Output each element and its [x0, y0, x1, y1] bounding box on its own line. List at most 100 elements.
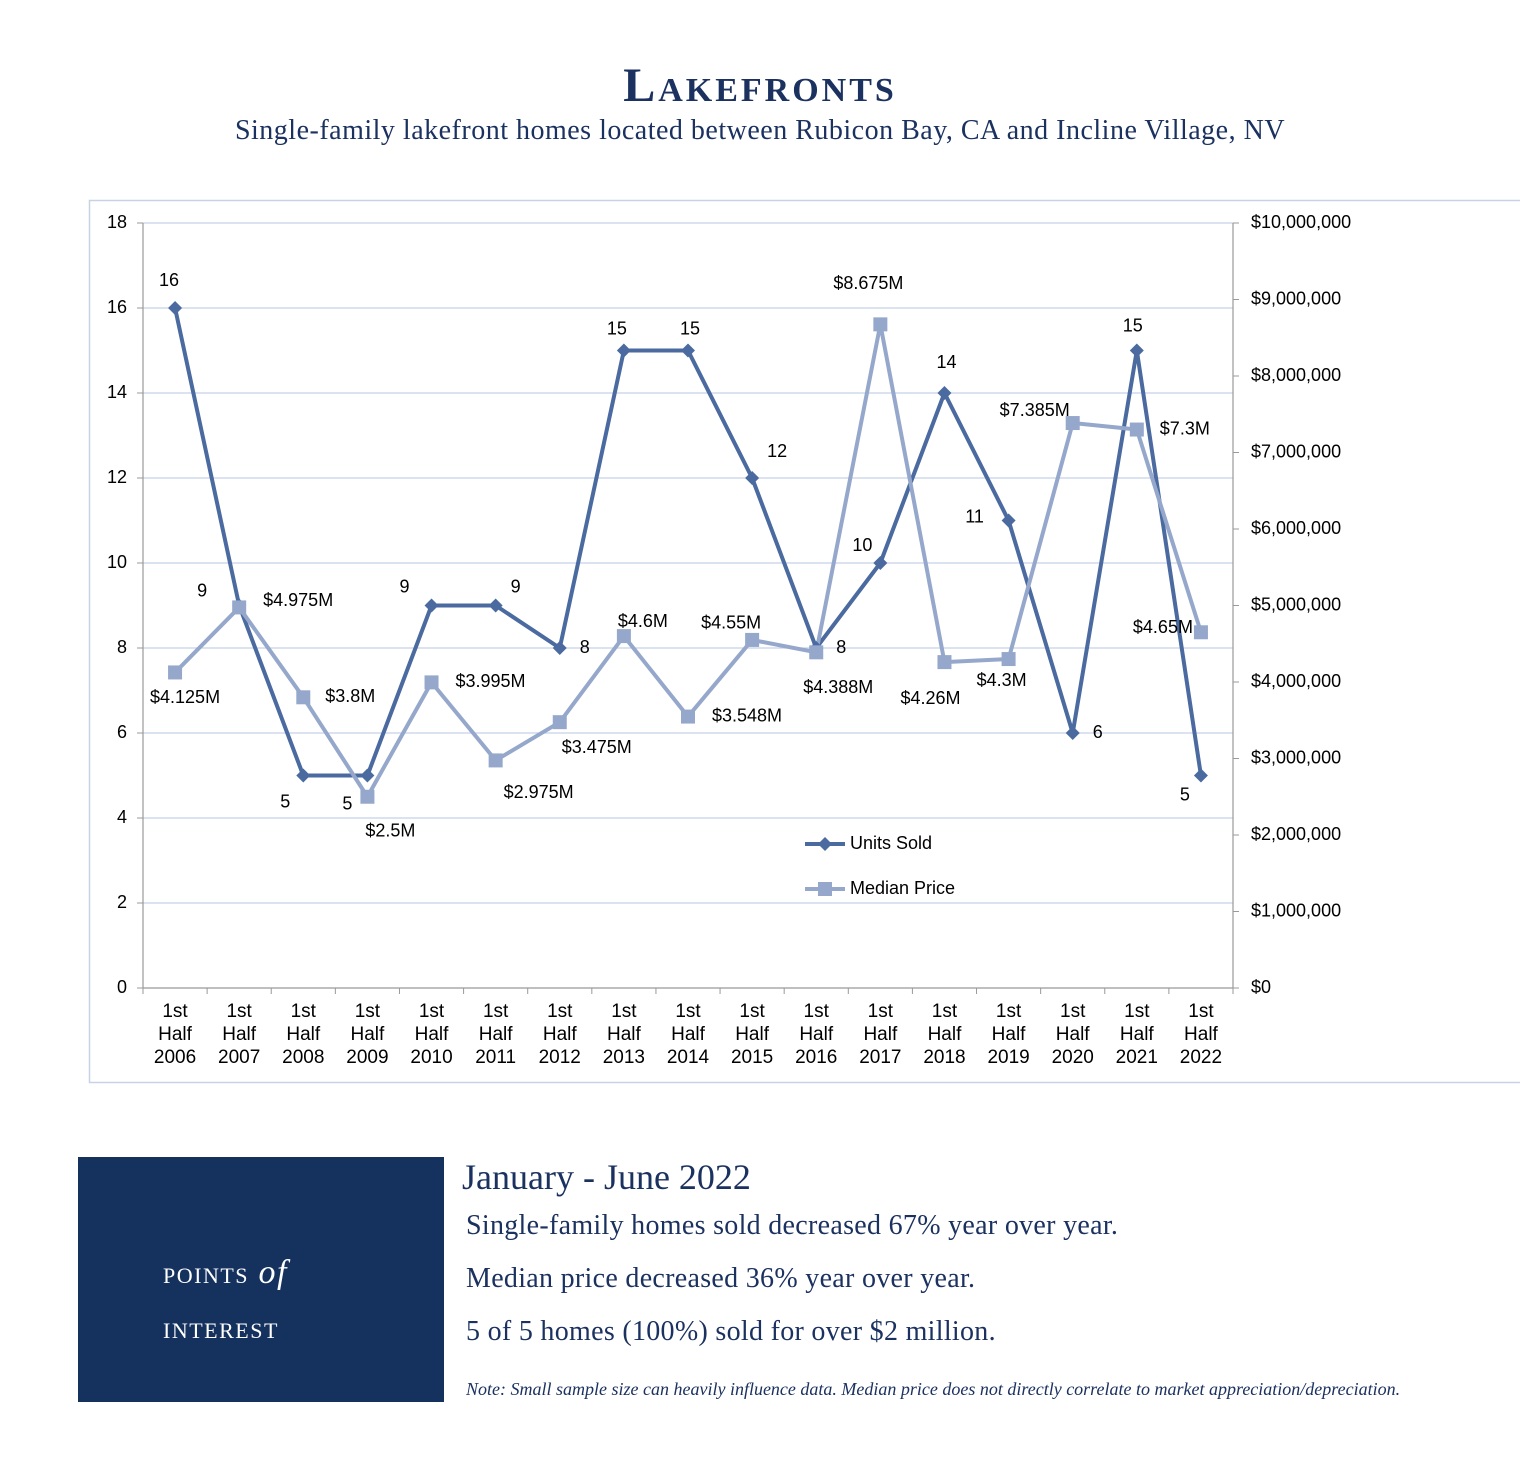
data-label: 16	[159, 270, 179, 290]
data-point	[488, 598, 503, 613]
data-point	[424, 675, 439, 690]
data-label: $7.385M	[1000, 400, 1070, 420]
data-label: 5	[342, 793, 352, 813]
data-point	[296, 768, 311, 783]
points-label: points of interest	[163, 1245, 288, 1354]
x-tick-label: 1st Half 2011	[475, 1001, 517, 1068]
label-word: points	[163, 1254, 250, 1290]
data-point	[488, 753, 503, 768]
x-tick-label: 1st Half 2008	[282, 1001, 325, 1068]
data-label: $2.5M	[365, 821, 415, 841]
data-label: 5	[1180, 784, 1190, 804]
point-item: Median price decreased 36% year over yea…	[466, 1263, 976, 1294]
y-tick-label: 4	[117, 807, 127, 827]
x-tick-label: 1st Half 2017	[859, 1001, 902, 1068]
data-label: $4.125M	[150, 687, 220, 707]
data-label: $3.995M	[455, 671, 525, 691]
y2-tick-label: $4,000,000	[1251, 671, 1341, 691]
data-label: 8	[836, 637, 846, 657]
point-item: 5 of 5 homes (100%) sold for over $2 mil…	[466, 1316, 996, 1347]
y-tick-label: 6	[117, 722, 127, 742]
data-point	[937, 386, 952, 400]
y-tick-label: 8	[117, 637, 127, 657]
data-label: 15	[607, 318, 627, 338]
y2-tick-label: $0	[1251, 977, 1271, 997]
points-box	[78, 1157, 444, 1402]
x-tick-label: 1st Half 2007	[218, 1001, 261, 1068]
data-point	[552, 641, 567, 655]
legend-marker	[818, 882, 832, 896]
y2-tick-label: $8,000,000	[1251, 365, 1341, 385]
y-tick-label: 0	[117, 977, 127, 997]
data-label: $4.388M	[803, 677, 873, 697]
data-point	[168, 301, 183, 315]
y2-tick-label: $7,000,000	[1251, 441, 1341, 461]
y2-tick-label: $5,000,000	[1251, 594, 1341, 614]
data-point	[1129, 422, 1144, 437]
data-point	[873, 556, 888, 570]
y2-tick-label: $3,000,000	[1251, 747, 1341, 767]
data-point	[1129, 343, 1144, 358]
data-point	[1193, 768, 1208, 783]
data-point	[168, 665, 183, 680]
point-item: Single-family homes sold decreased 67% y…	[466, 1210, 1119, 1241]
subtitle: Single-family lakefront homes located be…	[234, 115, 1286, 146]
data-point	[1001, 513, 1016, 528]
series-line	[173, 322, 1203, 799]
data-point	[745, 471, 760, 485]
data-label: 9	[400, 576, 410, 596]
data-label: 11	[965, 506, 984, 526]
legend-marker	[818, 837, 832, 851]
data-point	[745, 632, 760, 647]
data-label: $4.975M	[263, 590, 333, 610]
y-tick-label: 14	[107, 382, 127, 402]
data-label: $3.548M	[712, 705, 782, 725]
data-label: 8	[580, 637, 590, 657]
points-heading: January - June 2022	[462, 1157, 751, 1197]
chart: 0 2 4 6 8 10 12 14 16 18 $0 $1,000,000 $2,000,000 $3,…	[88, 199, 1520, 1084]
legend-label: Median Price	[850, 878, 955, 898]
data-label: 6	[1093, 722, 1103, 742]
data-point	[873, 317, 888, 332]
data-label: 15	[680, 318, 700, 338]
data-point	[616, 629, 631, 644]
x-tick-label: 1st Half 2015	[730, 1001, 774, 1068]
data-label: $2.975M	[504, 782, 574, 802]
x-tick-label: 1st Half 2012	[538, 1001, 581, 1068]
data-point	[681, 709, 695, 724]
label-word: interest	[163, 1309, 279, 1345]
data-point	[296, 690, 311, 705]
x-tick-label: 1st Half 2022	[1179, 1001, 1223, 1068]
data-label: 10	[852, 535, 872, 555]
data-point	[1193, 625, 1208, 640]
x-tick-label: 1st Half 2014	[666, 1001, 710, 1068]
data-point	[616, 343, 631, 358]
data-point	[232, 600, 247, 615]
data-point	[360, 789, 375, 804]
y-tick-label: 10	[107, 552, 127, 572]
data-label: $3.8M	[325, 686, 375, 706]
data-label: 15	[1123, 315, 1143, 335]
data-label: 5	[280, 791, 290, 811]
x-tick-label: 1st Half 2006	[153, 1001, 197, 1068]
x-tick-label: 1st Half 2010	[410, 1001, 453, 1068]
data-point	[424, 598, 439, 613]
legend-label: Units Sold	[850, 833, 932, 853]
data-point	[1065, 726, 1080, 740]
data-point	[1001, 652, 1016, 667]
data-point	[360, 768, 375, 783]
data-label: $8.675M	[833, 273, 903, 293]
note: Note: Small sample size can heavily infl…	[466, 1379, 1401, 1399]
x-tick-label: 1st Half 2021	[1115, 1001, 1158, 1068]
data-label: $4.6M	[618, 611, 668, 631]
data-point	[937, 655, 952, 670]
data-point	[681, 343, 695, 358]
data-label: $4.26M	[900, 688, 960, 708]
data-label: 14	[936, 352, 956, 372]
y2-tick-label: $2,000,000	[1251, 824, 1341, 844]
data-label: $4.65M	[1133, 617, 1193, 637]
x-tick-label: 1st Half 2019	[987, 1001, 1030, 1068]
x-tick-label: 1st Half 2009	[346, 1001, 389, 1068]
label-word: of	[258, 1254, 288, 1291]
